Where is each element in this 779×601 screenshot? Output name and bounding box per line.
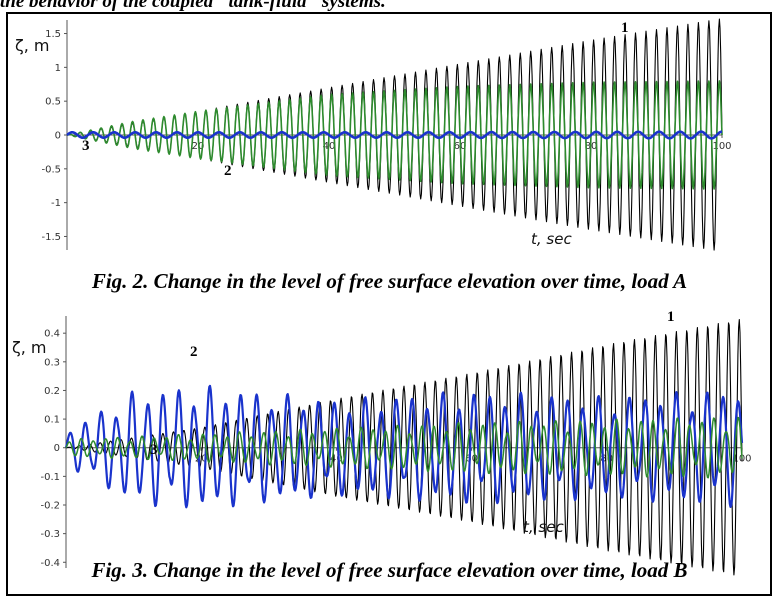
y-tick-label: -0.5 (41, 164, 61, 175)
y-tick-label: -1 (51, 198, 61, 209)
y-tick-label: 0.1 (44, 415, 60, 426)
curve-label-1: 1 (667, 309, 675, 325)
y-tick-label: -1.5 (41, 232, 61, 243)
y-tick-label: -0.3 (40, 529, 60, 540)
y-tick-label: 1.5 (45, 29, 61, 40)
caption-fig-3: Fig. 3. Change in the level of free surf… (91, 558, 688, 582)
curve-label-2: 2 (224, 163, 232, 179)
curve-label-3: 3 (82, 138, 90, 154)
x-tick-label: 40 (330, 454, 343, 465)
y-tick-label: -0.1 (40, 472, 60, 483)
y-tick-label: -0.4 (40, 558, 60, 569)
caption-fig-2: Fig. 2. Change in the level of free surf… (91, 269, 688, 293)
figure-frame (6, 12, 772, 596)
y-tick-label: 0.2 (44, 386, 60, 397)
curve-label-1: 1 (621, 20, 629, 36)
y-tick-label: 0.3 (44, 357, 60, 368)
y-axis-label: ζ, m (15, 36, 49, 55)
y-tick-label: 0 (54, 443, 60, 454)
x-axis-label: t, sec (531, 230, 572, 248)
series-line-3 (65, 416, 743, 479)
series-line-1 (66, 318, 743, 576)
y-tick-label: 1 (55, 63, 61, 74)
series-line-3 (66, 130, 723, 140)
x-axis-label: t, sec (523, 518, 564, 536)
x-tick-label: 60 (465, 454, 478, 465)
y-tick-label: 0.5 (45, 97, 61, 108)
x-tick-label: 100 (712, 141, 731, 152)
x-tick-label: 80 (600, 454, 613, 465)
y-tick-label: 0.4 (44, 329, 60, 340)
curve-label-3: 3 (150, 442, 158, 458)
series-line-2 (66, 80, 723, 190)
y-axis-label: ζ, m (12, 338, 46, 357)
page-header-text: the behavior of the coupled "tank-fluid"… (0, 0, 386, 12)
y-tick-label: 0 (55, 131, 61, 142)
curve-label-2: 2 (190, 344, 198, 360)
x-tick-label: 20 (192, 141, 205, 152)
series-line-2 (64, 384, 744, 509)
y-tick-label: -0.2 (40, 501, 60, 512)
